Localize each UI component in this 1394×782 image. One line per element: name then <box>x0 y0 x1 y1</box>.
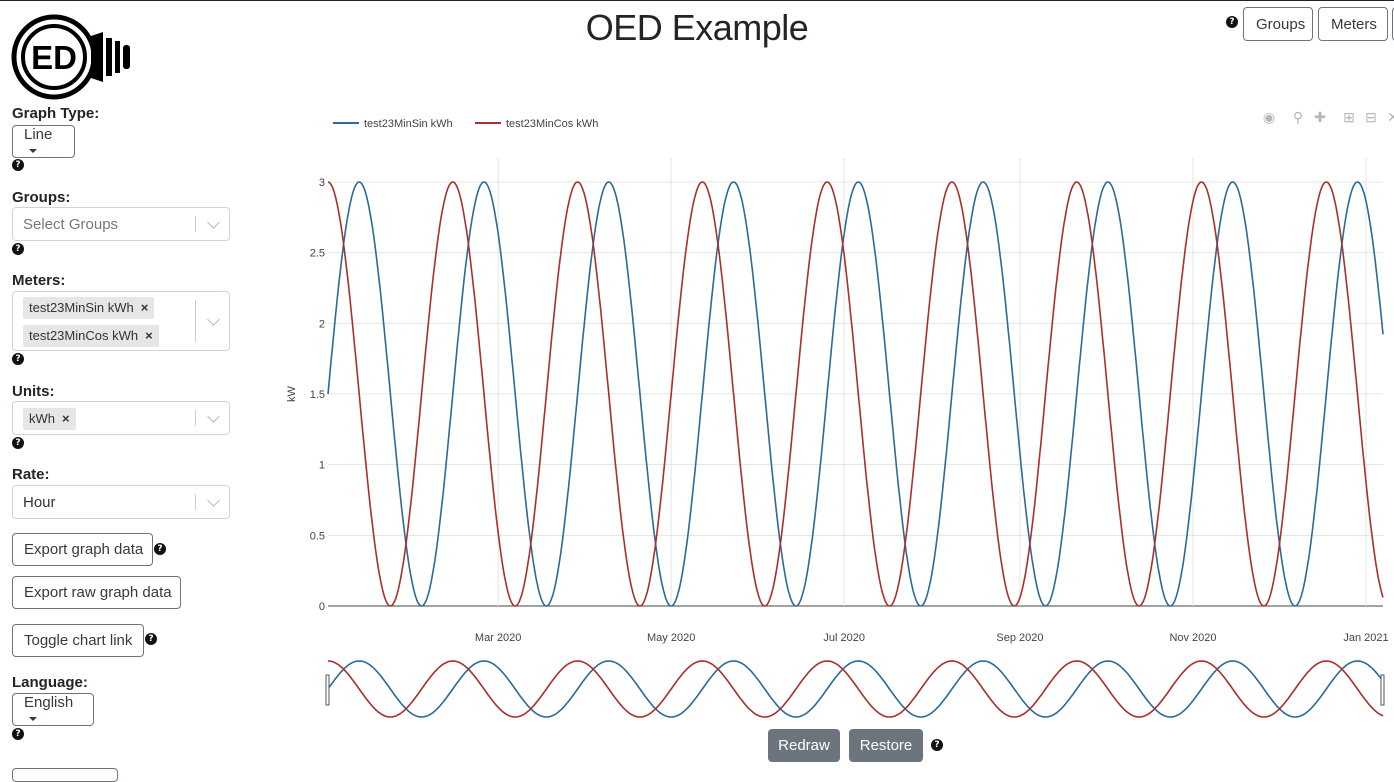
export-graph-data-button[interactable]: Export graph data <box>12 533 153 566</box>
remove-icon[interactable]: × <box>140 300 149 315</box>
range-handle-right <box>1380 674 1385 706</box>
legend-entry: test23MinSin kWh <box>364 118 453 130</box>
y-tick-label: 1.5 <box>310 389 325 401</box>
autoscale-icon[interactable]: ✕ <box>1387 109 1394 125</box>
range-slider <box>326 661 1385 717</box>
legend-entry: test23MinCos kWh <box>506 118 598 130</box>
language-dropdown[interactable]: English <box>12 693 94 726</box>
y-tick-label: 2.5 <box>310 248 325 260</box>
graph-type-dropdown[interactable]: Line <box>12 125 75 158</box>
remove-icon[interactable]: × <box>62 411 70 426</box>
help-icon[interactable]: ? <box>12 353 24 365</box>
x-tick-label: Mar 2020 <box>475 632 521 644</box>
language-label: Language: <box>12 674 88 691</box>
help-icon[interactable]: ? <box>1226 16 1238 28</box>
groups-button[interactable]: Groups <box>1243 7 1313 41</box>
language-value: English <box>24 694 74 711</box>
range-handle-left <box>325 674 330 706</box>
unit-chip: kWh × <box>23 408 76 430</box>
restore-button[interactable]: Restore <box>849 729 923 762</box>
range-slider-line <box>327 660 1384 718</box>
units-label: Units: <box>12 383 55 400</box>
y-tick-label: 1 <box>319 460 325 472</box>
x-tick-label: May 2020 <box>647 632 695 644</box>
graph-type-value: Line <box>24 126 53 143</box>
meter-chip: test23MinCos kWh × <box>23 325 159 347</box>
redraw-button[interactable]: Redraw <box>768 729 840 762</box>
pan-icon[interactable]: ✚ <box>1314 109 1326 125</box>
export-raw-graph-data-button[interactable]: Export raw graph data <box>12 576 181 609</box>
rate-value: Hour <box>23 494 56 511</box>
groups-placeholder: Select Groups <box>23 216 119 233</box>
series-line <box>327 181 1384 607</box>
y-tick-label: 3 <box>319 177 325 189</box>
range-slider-line <box>327 660 1384 718</box>
zoom-out-icon[interactable]: ⊟ <box>1365 109 1377 125</box>
zoom-icon[interactable]: ⚲ <box>1292 109 1304 125</box>
series-line <box>327 181 1384 607</box>
help-icon[interactable]: ? <box>12 728 24 740</box>
camera-icon[interactable]: ◉ <box>1262 109 1276 125</box>
caret-down-icon <box>29 717 37 721</box>
y-tick-label: 0 <box>319 601 325 613</box>
groups-label: Groups: <box>12 189 71 206</box>
help-icon[interactable]: ? <box>12 243 24 255</box>
x-tick-label: Sep 2020 <box>996 632 1043 644</box>
x-tick-label: Jan 2021 <box>1343 632 1388 644</box>
units-select[interactable]: kWh × <box>12 401 230 435</box>
help-icon[interactable]: ? <box>931 739 943 751</box>
x-tick-label: Nov 2020 <box>1169 632 1216 644</box>
y-tick-label: 0.5 <box>310 530 325 542</box>
remove-icon[interactable]: × <box>145 328 153 343</box>
zoom-in-icon[interactable]: ⊞ <box>1343 109 1355 125</box>
toggle-chart-link-button[interactable]: Toggle chart link <box>12 624 144 657</box>
meter-chip: test23MinSin kWh × <box>23 297 155 319</box>
graph-type-label: Graph Type: <box>12 105 100 122</box>
help-icon[interactable]: ? <box>145 633 157 645</box>
oed-logo: ED <box>11 14 130 100</box>
x-tick-label: Jul 2020 <box>823 632 865 644</box>
y-tick-label: 2 <box>319 318 325 330</box>
caret-down-icon <box>29 149 37 153</box>
help-icon[interactable]: ? <box>12 437 24 449</box>
rate-label: Rate: <box>12 466 50 483</box>
help-icon[interactable]: ? <box>154 543 166 555</box>
page-title: OED Example <box>585 7 809 48</box>
y-axis-label: kW <box>286 385 298 402</box>
help-icon[interactable]: ? <box>12 159 24 171</box>
svg-text:ED: ED <box>31 39 77 76</box>
groups-select[interactable]: Select Groups <box>12 207 230 241</box>
rate-select[interactable]: Hour <box>12 485 230 519</box>
meters-select[interactable]: test23MinSin kWh × test23MinCos kWh × <box>12 291 230 351</box>
meters-label: Meters: <box>12 272 66 289</box>
meters-button[interactable]: Meters <box>1318 7 1388 41</box>
